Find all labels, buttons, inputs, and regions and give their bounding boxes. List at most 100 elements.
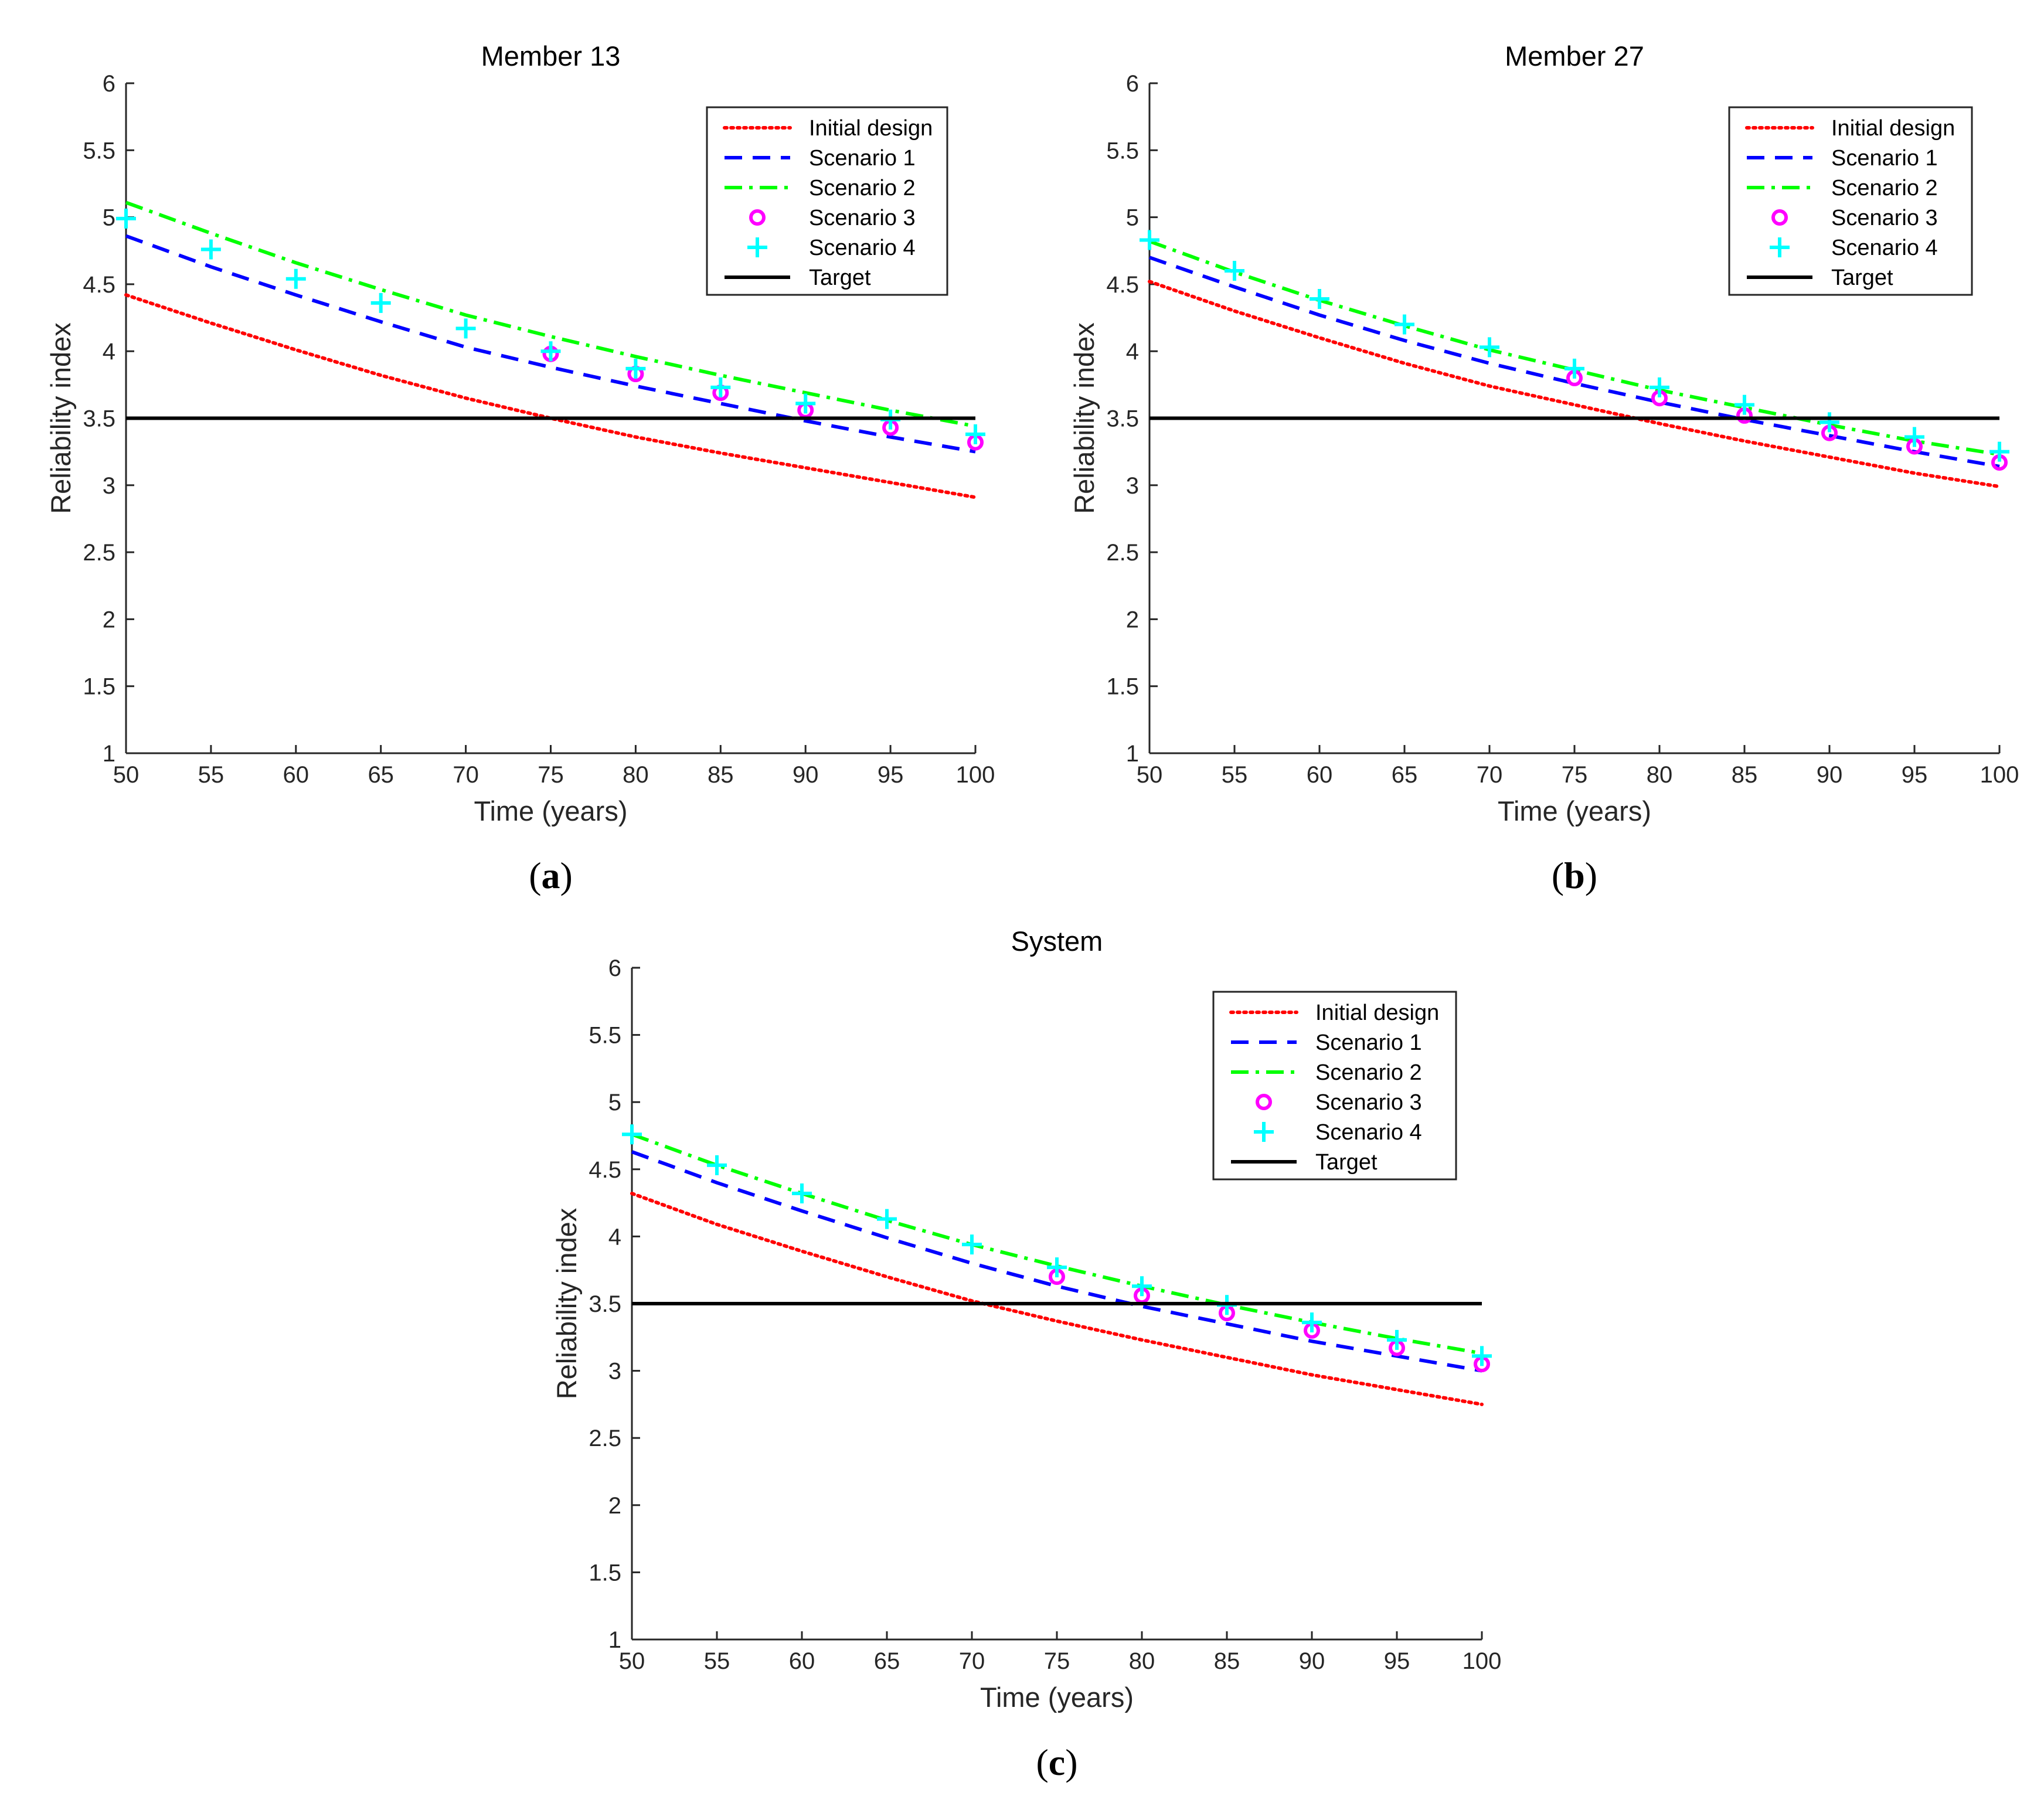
- chart-a-xtick-label: 50: [113, 762, 140, 788]
- chart-b-legend-item-scenario-4-label: Scenario 4: [1831, 236, 1938, 260]
- chart-a-xtick-label: 70: [453, 762, 479, 788]
- chart-a-xtick-label: 75: [538, 762, 564, 788]
- chart-b-xlabel: Time (years): [1498, 795, 1651, 826]
- chart-c-xtick-label: 100: [1463, 1648, 1502, 1674]
- chart-a-series-scenario-4-point: [710, 377, 731, 397]
- chart-c-xlabel: Time (years): [980, 1682, 1134, 1713]
- chart-c-series-scenario-4-point: [1047, 1257, 1067, 1278]
- chart-c-xtick-label: 90: [1299, 1648, 1325, 1674]
- chart-b-caption: (b): [1552, 855, 1597, 896]
- chart-c-series-initial-design-line: [630, 1192, 1484, 1406]
- chart-c-xtick-label: 50: [619, 1648, 645, 1674]
- chart-a-legend: Initial design Scenario 1 Scenario 2 Scenar…: [706, 106, 948, 296]
- chart-c-series-scenario-4-point: [1472, 1346, 1492, 1366]
- chart-b-ytick-label: 2: [1126, 607, 1139, 632]
- chart-a-ytick-label: 3.5: [83, 406, 115, 432]
- chart-c-series-scenario-2: [631, 1132, 1482, 1355]
- chart-b-series-scenario-3: [1566, 369, 2008, 471]
- chart-c-xtick-label: 70: [959, 1648, 985, 1674]
- chart-b-xtick-label: 95: [1902, 762, 1928, 788]
- chart-b-ytick-label: 1: [1126, 741, 1139, 767]
- chart-a-ytick-label: 4: [103, 339, 115, 365]
- chart-c-series-scenario-4-point: [1387, 1329, 1407, 1350]
- chart-b-series-scenario-1-line: [1149, 256, 2000, 468]
- chart-c-ytick-label: 5.5: [589, 1023, 621, 1049]
- chart-b-xtick-label: 50: [1137, 762, 1163, 788]
- chart-c-ytick-label: 6: [608, 955, 621, 981]
- chart-b-legend-item-scenario-3-marker: [1771, 209, 1788, 226]
- chart-c-legend-item-scenario-1-label: Scenario 1: [1315, 1030, 1422, 1055]
- chart-a-xtick-label: 95: [878, 762, 904, 788]
- chart-a-caption-close: ): [560, 855, 573, 896]
- chart-c-series-scenario-2-line: [631, 1132, 1482, 1355]
- chart-a-xtick-label: 100: [956, 762, 995, 788]
- chart-a-ytick-label: 1: [103, 741, 115, 767]
- chart-a-ylabel: Reliability index: [45, 322, 76, 514]
- chart-a-xtick-label: 65: [368, 762, 394, 788]
- chart-c-caption-letter: c: [1049, 1741, 1065, 1783]
- chart-b-series-scenario-4-point: [1140, 230, 1159, 250]
- chart-a-legend-item-scenario-4-marker: [747, 237, 767, 257]
- chart-c-ytick-label: 2.5: [589, 1426, 621, 1451]
- chart-a-series-scenario-4-point: [200, 239, 221, 260]
- chart-a-ytick-label: 4.5: [83, 272, 115, 298]
- chart-a-series-scenario-1: [125, 234, 976, 454]
- chart-c-legend-item-scenario-2-label: Scenario 2: [1315, 1060, 1422, 1085]
- chart-c-series-scenario-4-point: [707, 1155, 727, 1175]
- chart-c-xtick-label: 95: [1384, 1648, 1410, 1674]
- chart-c-legend-item-scenario-4-marker: [1254, 1122, 1274, 1142]
- chart-b-series-scenario-4-point: [1989, 441, 2009, 462]
- chart-b-legend-item-scenario-4-marker: [1770, 237, 1790, 257]
- chart-a-series-scenario-2-line: [125, 200, 976, 428]
- chart-a-caption-letter: a: [542, 855, 560, 896]
- chart-c-legend-item-scenario-3-label: Scenario 3: [1315, 1090, 1422, 1115]
- chart-c-ylabel: Reliability index: [551, 1208, 582, 1400]
- chart-c-ytick-label: 2: [608, 1493, 621, 1519]
- chart-a-ytick-label: 5.5: [83, 138, 115, 164]
- chart-a-ytick-label: 1.5: [83, 674, 115, 700]
- chart-a-legend-item-scenario-1-label: Scenario 1: [809, 146, 916, 171]
- chart-a-ytick-label: 2: [103, 607, 115, 632]
- chart-b-series-scenario-4-point: [1395, 314, 1414, 335]
- chart-a-ytick-label: 6: [103, 71, 115, 97]
- chart-b-ytick-label: 3: [1126, 473, 1139, 499]
- chart-b-xtick-label: 80: [1647, 762, 1673, 788]
- chart-a-series-initial-design: [124, 293, 977, 499]
- chart-b-legend-item-initial-design-label: Initial design: [1831, 116, 1955, 141]
- chart-a-xtick-label: 55: [198, 762, 225, 788]
- chart-a-xlabel: Time (years): [474, 795, 628, 826]
- chart-a-legend-item-initial-design-label: Initial design: [809, 116, 933, 141]
- chart-b-ytick-label: 4: [1126, 339, 1139, 365]
- chart-b-xtick-label: 75: [1562, 762, 1588, 788]
- chart-a-title: Member 13: [481, 40, 621, 72]
- chart-b-caption-close: ): [1585, 855, 1597, 896]
- chart-a-series-scenario-4-point: [116, 208, 136, 229]
- chart-a-series-scenario-4-point: [625, 358, 646, 379]
- chart-c-ytick-label: 1.5: [589, 1560, 621, 1586]
- chart-b-series-scenario-4-point: [1310, 289, 1329, 309]
- chart-a-series-scenario-1-line: [125, 234, 976, 454]
- chart-a-series-scenario-4-point: [795, 393, 816, 414]
- chart-b-xtick-label: 70: [1477, 762, 1503, 788]
- chart-c-ytick-label: 4.5: [589, 1157, 621, 1183]
- chart-a-series-scenario-4: [116, 208, 985, 444]
- chart-b-series-scenario-2: [1148, 239, 2000, 457]
- chart-a-legend-item-scenario-3-marker: [749, 209, 766, 226]
- chart-c-ytick-label: 3.5: [589, 1291, 621, 1317]
- chart-b-caption-open: (: [1552, 855, 1564, 896]
- chart-a-xtick-label: 80: [623, 762, 649, 788]
- chart-b-xtick-label: 55: [1222, 762, 1248, 788]
- chart-c-xtick-label: 80: [1129, 1648, 1155, 1674]
- chart-a-series-scenario-4-point: [455, 318, 476, 339]
- chart-b-xtick-label: 90: [1817, 762, 1843, 788]
- chart-b-series-scenario-4-point: [1480, 337, 1499, 358]
- chart-b-ytick-label: 5: [1126, 205, 1139, 231]
- chart-c-xtick-label: 55: [704, 1648, 730, 1674]
- chart-c-series-scenario-4-point: [792, 1183, 812, 1204]
- chart-a-legend-item-scenario-4-label: Scenario 4: [809, 236, 916, 260]
- chart-b-legend-box: [1728, 106, 1973, 296]
- chart-c-xtick-label: 85: [1214, 1648, 1240, 1674]
- chart-a-series-scenario-4-point: [965, 424, 985, 444]
- chart-b-series-scenario-4-point: [1819, 412, 1839, 433]
- chart-b-caption-letter: b: [1564, 855, 1585, 896]
